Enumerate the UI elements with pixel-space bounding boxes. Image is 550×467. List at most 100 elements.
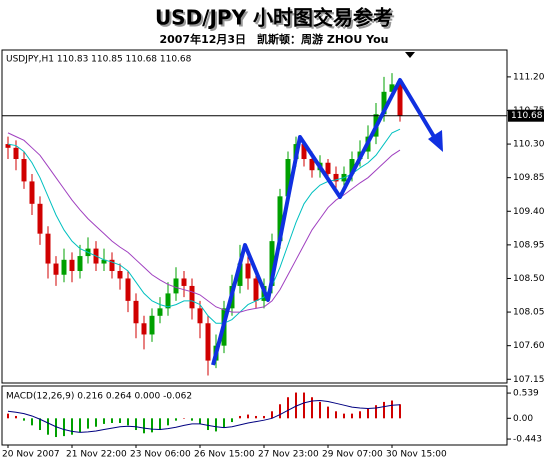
candle-body <box>141 323 147 335</box>
candle-body <box>37 203 43 234</box>
candle-body <box>181 278 187 286</box>
macd-bar <box>199 418 201 424</box>
y-tick-label: 109.40 <box>513 207 545 217</box>
candle-body <box>165 293 171 309</box>
candle-body <box>117 271 123 279</box>
candle-body <box>173 278 179 294</box>
macd-bar <box>135 418 137 431</box>
last-price-label: 110.68 <box>511 111 543 121</box>
macd-bar <box>327 406 329 419</box>
y-tick-label: 0.539 <box>513 389 539 399</box>
chart-title: USD/JPY 小时图交易参考 <box>155 6 393 30</box>
candle-body <box>109 259 115 272</box>
macd-bar <box>15 415 17 419</box>
macd-bar <box>71 418 73 435</box>
macd-bar <box>391 400 393 419</box>
macd-bar <box>95 418 97 427</box>
macd-bar <box>399 404 401 419</box>
macd-bar <box>311 397 313 419</box>
candle-body <box>13 147 19 160</box>
candle-body <box>397 84 403 116</box>
candle-body <box>325 162 331 174</box>
candle-body <box>269 241 275 286</box>
macd-bar <box>255 415 257 419</box>
candle-body <box>333 173 339 182</box>
macd-bar <box>79 418 81 433</box>
macd-bar <box>103 418 105 424</box>
candle-body <box>197 308 203 324</box>
title-shadow: USD/JPY 小时图交易参考 <box>157 8 395 32</box>
macd-bar <box>127 418 129 426</box>
macd-bar <box>263 415 265 419</box>
y-tick-label: -0.443 <box>513 435 542 445</box>
candle-body <box>61 259 67 275</box>
x-tick-label: 27 Nov 23:00 <box>258 450 319 460</box>
macd-bar <box>159 418 161 431</box>
macd-bar <box>375 405 377 419</box>
candle-body <box>237 263 243 286</box>
arrow-head <box>428 130 443 152</box>
macd-bar <box>183 418 185 419</box>
y-tick-label: 109.85 <box>513 173 545 183</box>
macd-bar <box>303 392 305 419</box>
macd-bar <box>207 418 209 431</box>
line-series <box>7 400 401 433</box>
macd-bar <box>383 401 385 419</box>
macd-bar <box>47 418 49 435</box>
y-tick-label: 108.95 <box>513 240 545 250</box>
line-series <box>7 128 401 324</box>
macd-bar <box>223 418 225 428</box>
candle-body <box>253 278 259 301</box>
candle-body <box>149 315 155 335</box>
macd-bar <box>119 418 121 423</box>
x-tick-label: 20 Nov 2007 <box>2 450 60 460</box>
macd-bar <box>351 413 353 419</box>
x-tick-label: 29 Nov 07:00 <box>322 450 383 460</box>
candle-body <box>69 259 75 272</box>
macd-bar <box>247 414 249 419</box>
candle-body <box>205 323 211 361</box>
macd-panel <box>1 385 508 446</box>
macd-bar <box>175 418 177 421</box>
macd-bar <box>151 418 153 433</box>
candle-body <box>245 263 251 279</box>
macd-bar <box>111 418 113 423</box>
y-tick-label: 0.00 <box>513 414 533 424</box>
macd-bar <box>87 418 89 429</box>
macd-bar <box>55 418 57 438</box>
candle-body <box>277 196 283 242</box>
macd-bar <box>335 411 337 419</box>
macd-bar <box>287 397 289 419</box>
x-tick-label: 21 Nov 22:00 <box>66 450 127 460</box>
macd-bar <box>63 418 65 437</box>
price-panel <box>1 49 508 384</box>
macd-bar <box>23 418 25 421</box>
candle-body <box>189 285 195 309</box>
candle-body <box>285 159 291 197</box>
candle-body <box>21 159 27 182</box>
macd-bar <box>359 411 361 419</box>
price-header: USDJPY,H1 110.83 110.85 110.68 110.68 <box>6 55 192 65</box>
x-tick-label: 30 Nov 15:00 <box>386 450 447 460</box>
candle-body <box>301 144 307 160</box>
y-tick-label: 108.05 <box>513 308 545 318</box>
candle-body <box>53 263 59 275</box>
macd-bar <box>343 413 345 419</box>
candle-body <box>125 278 131 301</box>
candle-body <box>157 308 163 316</box>
macd-bar <box>319 401 321 419</box>
last-price-box <box>508 109 544 122</box>
candle-body <box>381 91 387 115</box>
macd-bar <box>279 404 281 419</box>
candle-body <box>101 259 107 264</box>
y-tick-label: 110.30 <box>513 140 545 150</box>
x-tick-label: 26 Nov 15:00 <box>194 450 255 460</box>
macd-bar <box>215 418 217 432</box>
macd-bar <box>231 418 233 423</box>
macd-bar <box>31 418 33 426</box>
macd-bar <box>239 415 241 419</box>
y-tick-label: 107.60 <box>513 341 545 351</box>
macd-bar <box>191 418 193 421</box>
candle-body <box>133 300 139 324</box>
